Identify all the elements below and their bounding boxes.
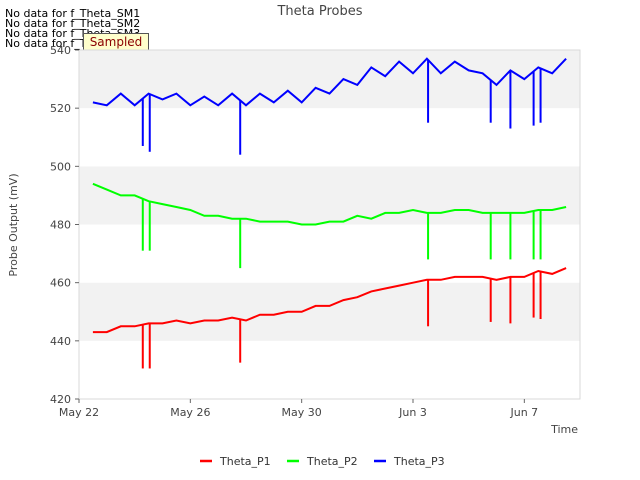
grid-band — [79, 282, 580, 341]
sampled-badge: Sampled — [83, 33, 149, 51]
no-data-message: No data for f_Theta_SM1 — [5, 7, 141, 20]
no-data-message: No data for f_Theta_SM3 — [5, 27, 141, 40]
x-tick-label: May 30 — [282, 406, 322, 419]
no-data-message: No data for f_Theta_SM2 — [5, 17, 141, 30]
grid-band — [79, 50, 580, 109]
x-tick-label: Jun 7 — [509, 406, 538, 419]
legend-label: Theta_P3 — [393, 455, 445, 468]
y-axis-label: Probe Output (mV) — [7, 173, 20, 276]
y-tick-label: 500 — [50, 160, 71, 173]
grid-band — [79, 166, 580, 225]
y-tick-label: 480 — [50, 219, 71, 232]
x-tick-label: Jun 3 — [398, 406, 427, 419]
no-data-message: No data for f_Theta_SM4 — [5, 37, 141, 50]
x-axis-label: Time — [550, 423, 578, 436]
legend-label: Theta_P1 — [219, 455, 271, 468]
grid-band — [79, 108, 580, 167]
legend-label: Theta_P2 — [306, 455, 358, 468]
y-tick-label: 440 — [50, 335, 71, 348]
series-line-theta-p2 — [92, 182, 567, 226]
x-tick-label: May 22 — [59, 406, 99, 419]
series-line-theta-p1 — [92, 267, 567, 334]
y-tick-label: 420 — [50, 393, 71, 406]
y-tick-label: 460 — [50, 277, 71, 290]
chart-title: Theta Probes — [276, 4, 362, 19]
grid-band — [79, 340, 580, 399]
grid-band — [79, 224, 580, 283]
x-tick-label: May 26 — [170, 406, 210, 419]
series-line-theta-p3 — [92, 57, 567, 107]
y-tick-label: 520 — [50, 102, 71, 115]
y-tick-label: 540 — [50, 44, 71, 57]
